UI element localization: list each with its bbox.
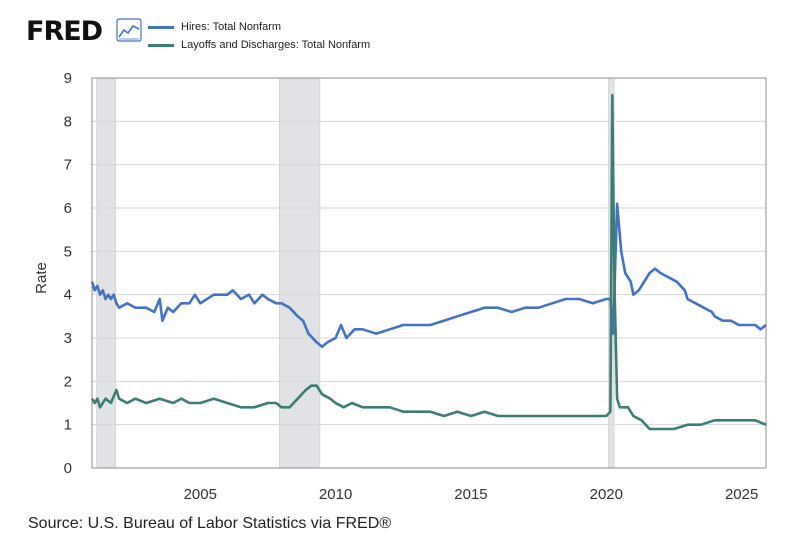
series-line-layoffs bbox=[90, 94, 767, 431]
y-tick-label-2: 2 bbox=[64, 373, 72, 390]
x-tick-label-2020: 2020 bbox=[590, 486, 623, 503]
tick-labels: 0 1 2 3 4 5 6 7 8 9 2005 2010 2015 2020 2025 bbox=[64, 70, 759, 503]
y-tick-label-6: 6 bbox=[64, 200, 72, 217]
chart-legend: Hires: Total Nonfarm Layoffs and Dischar… bbox=[148, 18, 370, 54]
series-lines bbox=[90, 94, 767, 431]
y-tick-label-3: 3 bbox=[64, 330, 72, 347]
x-tick-label-2025: 2025 bbox=[725, 486, 758, 503]
y-tick-label-7: 7 bbox=[64, 157, 72, 174]
source-note: Source: U.S. Bureau of Labor Statistics … bbox=[28, 515, 392, 532]
y-axis-label: Rate bbox=[33, 262, 50, 294]
grid-lines bbox=[91, 77, 767, 469]
line-chart: 0 1 2 3 4 5 6 7 8 9 2005 2010 2015 2020 2025 Rate bbox=[33, 70, 767, 503]
x-tick-label-2005: 2005 bbox=[184, 486, 217, 503]
x-tick-label-2015: 2015 bbox=[454, 486, 487, 503]
fred-graph-icon bbox=[116, 18, 142, 42]
y-tick-label-8: 8 bbox=[64, 113, 72, 130]
y-tick-label-9: 9 bbox=[64, 70, 72, 87]
recession-band-1 bbox=[279, 77, 321, 469]
recession-shading bbox=[96, 77, 615, 469]
y-tick-label-1: 1 bbox=[64, 417, 72, 434]
y-tick-label-0: 0 bbox=[64, 460, 72, 477]
fred-logo: FRED bbox=[26, 16, 103, 47]
legend-item-hires: Hires: Total Nonfarm bbox=[148, 18, 370, 36]
y-tick-label-5: 5 bbox=[64, 243, 72, 260]
plot-frame bbox=[91, 77, 767, 469]
x-tick-label-2010: 2010 bbox=[319, 486, 352, 503]
legend-swatch-layoffs bbox=[148, 43, 174, 47]
legend-label-layoffs: Layoffs and Discharges: Total Nonfarm bbox=[181, 39, 371, 51]
series-line-hires bbox=[90, 202, 767, 348]
legend-item-layoffs: Layoffs and Discharges: Total Nonfarm bbox=[148, 36, 370, 54]
legend-swatch-hires bbox=[148, 25, 174, 29]
legend-label-hires: Hires: Total Nonfarm bbox=[181, 21, 282, 33]
y-tick-label-4: 4 bbox=[64, 287, 72, 304]
recession-band-0 bbox=[96, 77, 116, 469]
